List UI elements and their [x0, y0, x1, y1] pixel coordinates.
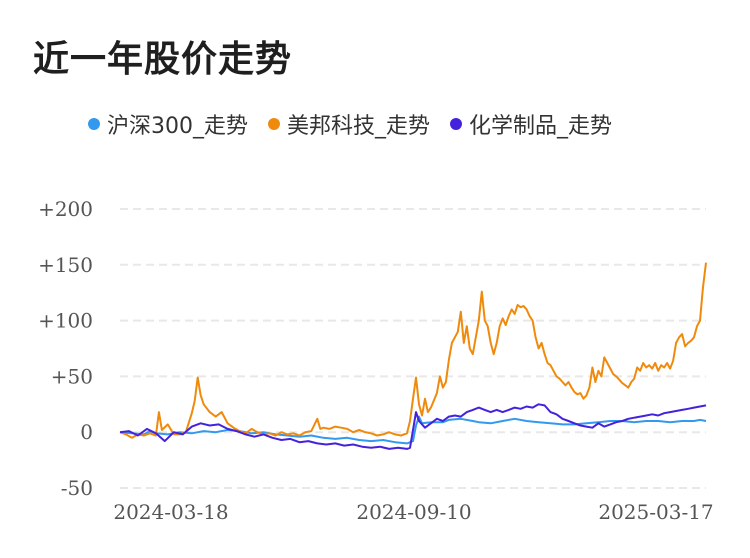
- chart-title: 近一年股价走势: [33, 39, 293, 80]
- y-axis: +200 +150 +100 +50 0 -50: [38, 197, 93, 500]
- x-tick-label: 2025-03-17: [598, 500, 713, 524]
- x-axis: 2024-03-18 2024-09-10 2025-03-17: [113, 500, 713, 524]
- chart-legend: 沪深300_走势 美邦科技_走势 化学制品_走势: [88, 108, 632, 140]
- legend-dot-chemical: [450, 118, 463, 130]
- legend-label-meibang: 美邦科技_走势: [287, 114, 431, 139]
- legend-item-meibang[interactable]: 美邦科技_走势: [268, 108, 430, 140]
- series-line-meibang: [119, 262, 707, 439]
- series-line-hs300: [119, 415, 707, 445]
- chart-series-lines: [119, 262, 707, 450]
- legend-label-chemical: 化学制品_走势: [469, 114, 613, 139]
- chart-grid: [120, 208, 706, 489]
- x-tick-label: 2024-03-18: [113, 500, 228, 524]
- y-tick-label: +200: [38, 197, 93, 221]
- y-tick-label: 0: [80, 420, 93, 444]
- y-tick-label: -50: [61, 476, 93, 500]
- y-tick-label: +100: [38, 309, 93, 333]
- y-tick-label: +150: [38, 253, 93, 277]
- legend-item-chemical[interactable]: 化学制品_走势: [450, 108, 612, 140]
- x-tick-label: 2024-09-10: [356, 500, 471, 524]
- series-line-chemical: [119, 403, 707, 450]
- legend-dot-hs300: [88, 118, 100, 130]
- legend-dot-meibang: [268, 118, 280, 130]
- y-tick-label: +50: [51, 364, 93, 388]
- legend-item-hs300[interactable]: 沪深300_走势: [88, 108, 248, 140]
- legend-label-hs300: 沪深300_走势: [107, 114, 248, 139]
